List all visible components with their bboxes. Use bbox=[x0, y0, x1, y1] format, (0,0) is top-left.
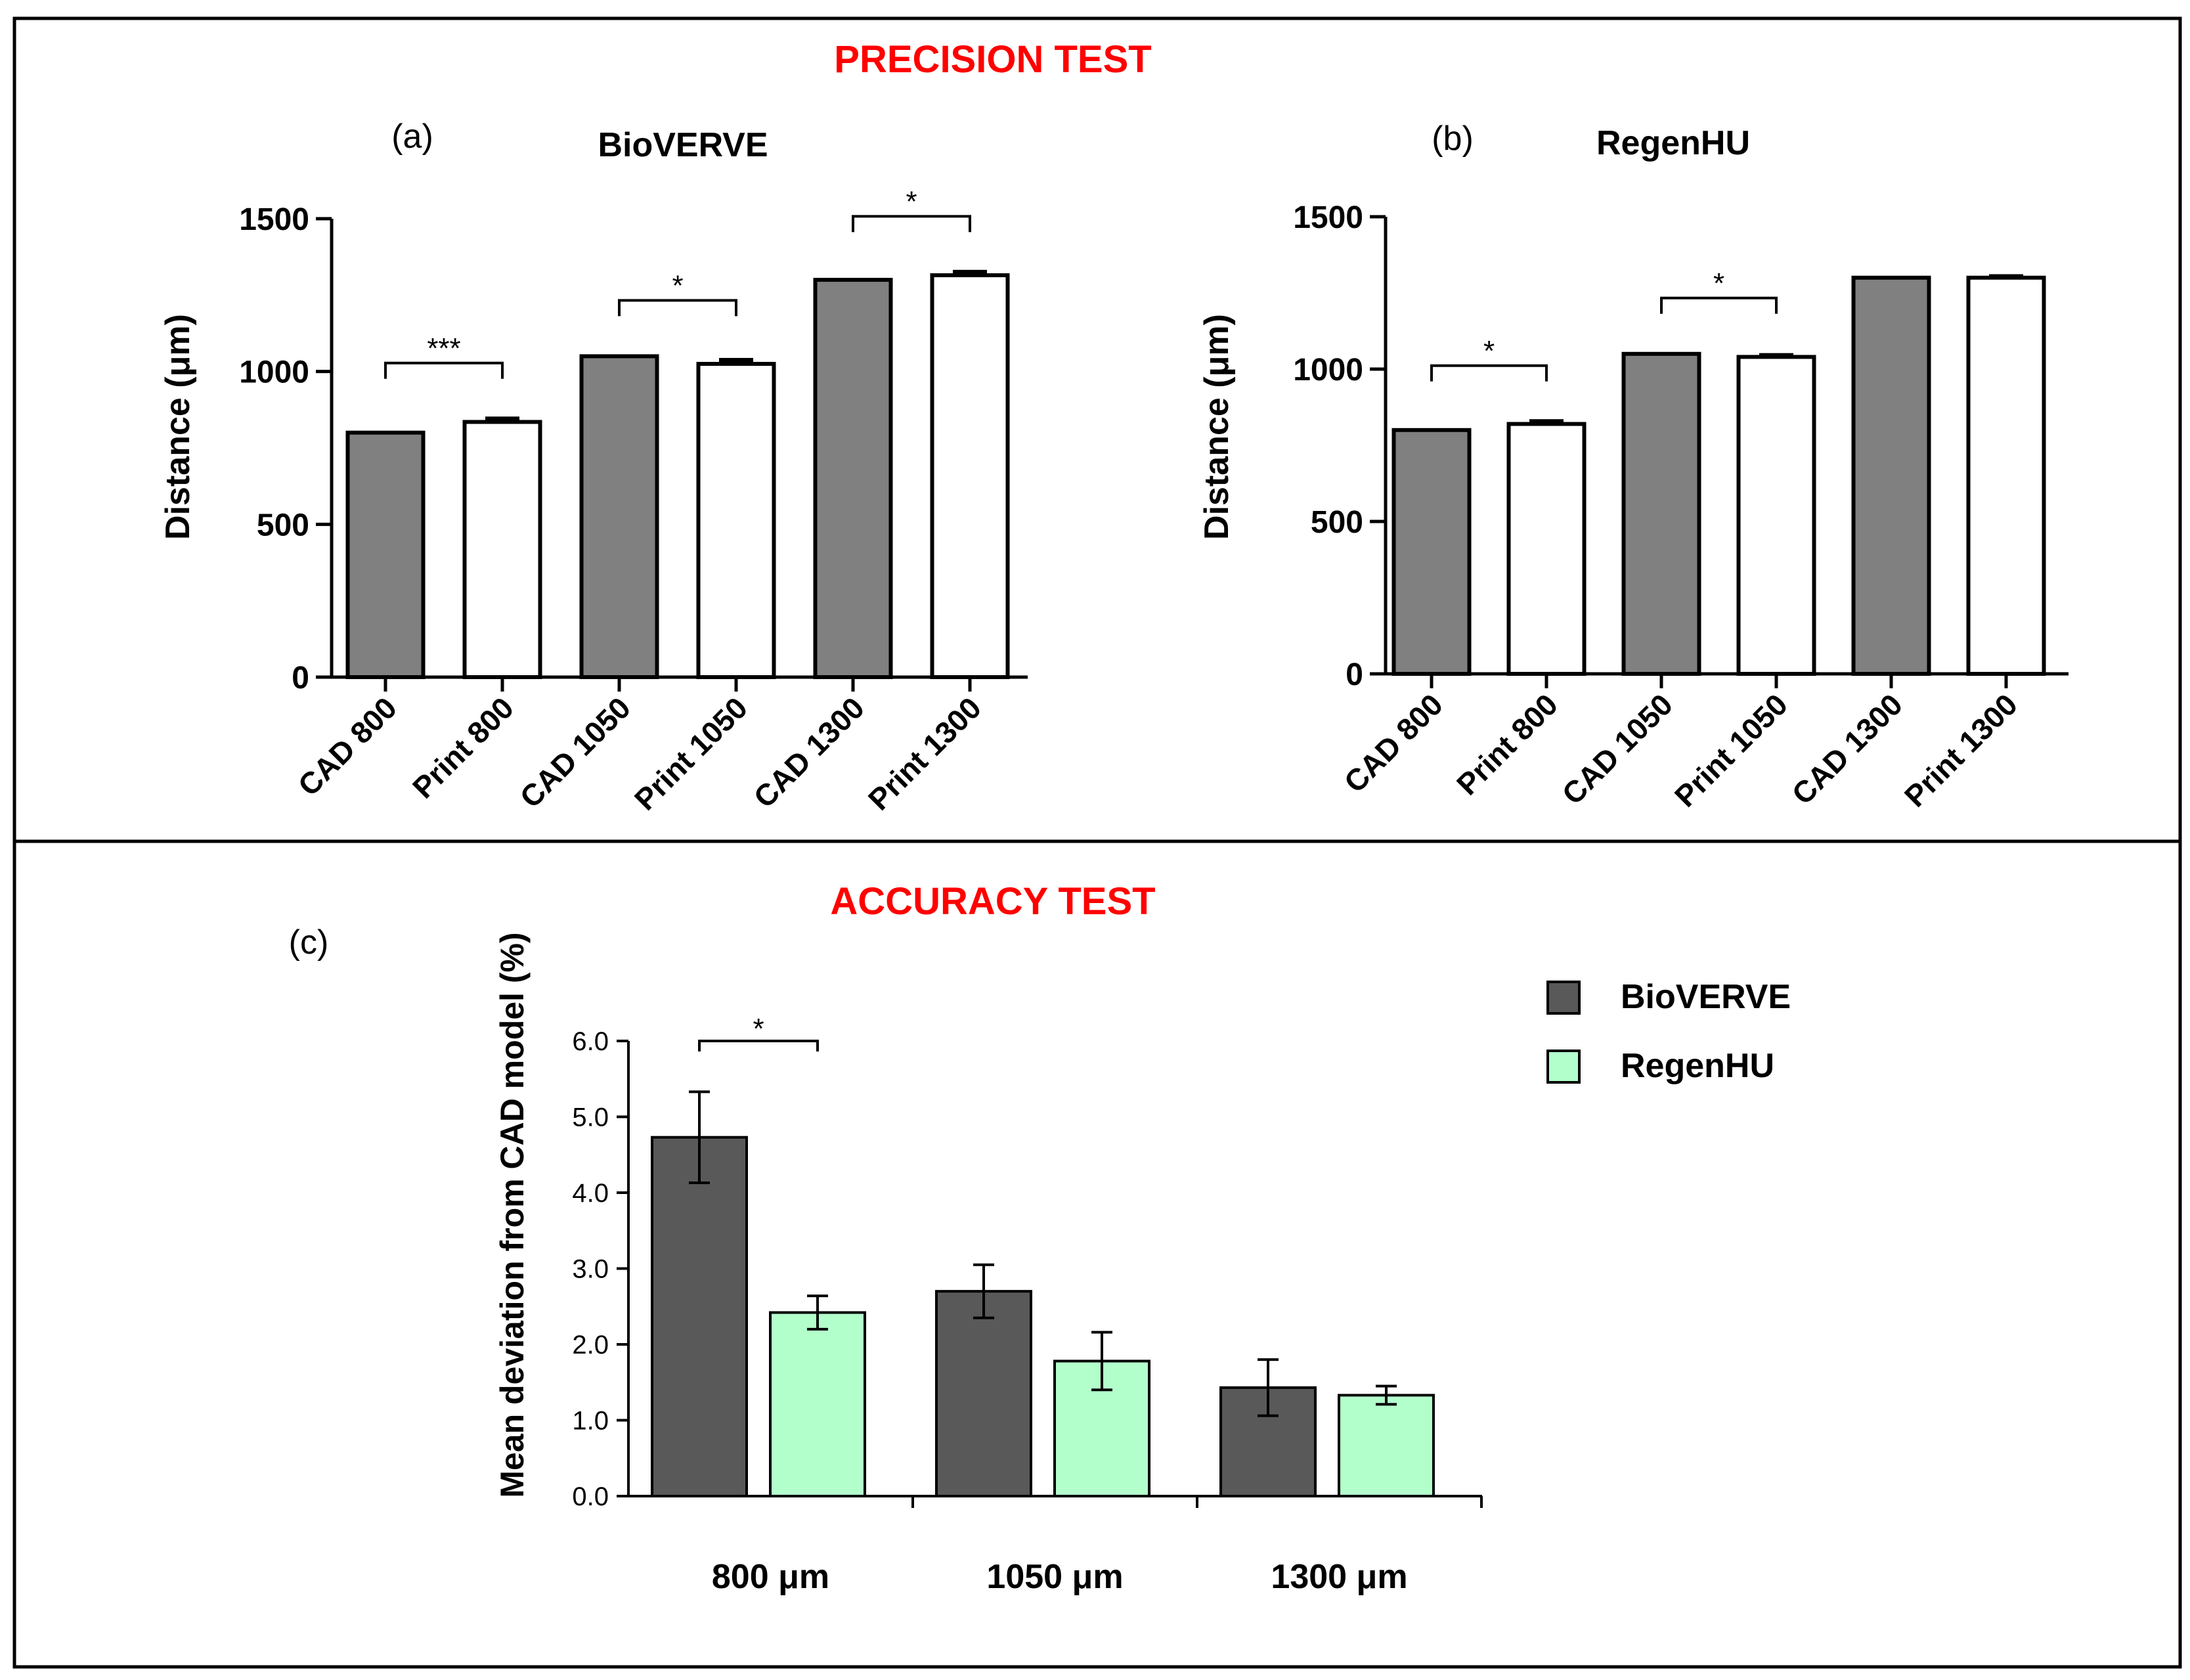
panel-b-significance-bracket bbox=[1660, 296, 1778, 314]
panel-c-category-label: 1300 μm bbox=[1271, 1558, 1407, 1596]
panel-c-bar-bioverve-1 bbox=[651, 1136, 748, 1498]
panel-b-title: RegenHU bbox=[1596, 124, 1750, 162]
panel-b-bar-6 bbox=[1966, 275, 2046, 676]
panel-b-bar-5 bbox=[1851, 275, 1931, 676]
panel-c-bar-bioverve-2 bbox=[935, 1290, 1032, 1498]
panel-c-legend-label: BioVERVE bbox=[1621, 978, 1791, 1016]
panel-b-label: (b) bbox=[1432, 120, 1474, 158]
panel-b-y-tick-label: 0 bbox=[1346, 657, 1363, 692]
panel-b-bar-3 bbox=[1621, 351, 1701, 676]
panel-a-y-tick-label: 1000 bbox=[239, 355, 309, 390]
panel-a-y-tick-label: 500 bbox=[257, 508, 309, 542]
panel-b-y-tick-label: 500 bbox=[1311, 505, 1363, 540]
panel-c-legend-label: RegenHU bbox=[1621, 1047, 1774, 1085]
panel-b-bar-4 bbox=[1736, 355, 1816, 676]
panel-c-label: (c) bbox=[289, 923, 329, 962]
panel-a-bar-2 bbox=[462, 420, 542, 679]
precision-heading: PRECISION TEST bbox=[834, 38, 1151, 81]
panel-a-y-tick-label: 0 bbox=[292, 661, 309, 696]
panel-c-y-tick-label: 5.0 bbox=[572, 1103, 609, 1132]
panel-a-bar-5 bbox=[813, 278, 893, 680]
panel-a-significance-label: *** bbox=[427, 332, 460, 365]
panel-b-y-tick-label: 1500 bbox=[1293, 200, 1363, 235]
panel-a-significance-label: * bbox=[672, 269, 683, 301]
panel-b-y-tick-label: 1000 bbox=[1293, 353, 1363, 387]
panel-a-bar-1 bbox=[345, 430, 426, 679]
panel-b-significance-label: * bbox=[1483, 335, 1495, 367]
panel-c-category-label: 1050 μm bbox=[986, 1558, 1123, 1596]
panel-c-bar-regenhu-3 bbox=[1338, 1394, 1435, 1498]
panel-c-y-axis-label: Mean deviation from CAD model (%) bbox=[494, 932, 531, 1497]
accuracy-heading: ACCURACY TEST bbox=[830, 880, 1155, 923]
panel-c-bar-regenhu-1 bbox=[769, 1311, 866, 1497]
panel-b-significance-bracket bbox=[1430, 364, 1548, 382]
panel-b-bar-2 bbox=[1506, 422, 1587, 676]
panel-c-significance-label: * bbox=[753, 1013, 764, 1045]
panel-a-label: (a) bbox=[391, 118, 433, 156]
panel-b-significance-label: * bbox=[1713, 267, 1724, 299]
panel-a-significance-bracket bbox=[618, 299, 737, 317]
panel-a-title: BioVERVE bbox=[598, 126, 768, 164]
panel-c-legend-swatch-regenhu bbox=[1546, 1050, 1581, 1084]
panel-a-significance-label: * bbox=[906, 185, 917, 217]
panel-a-bar-6 bbox=[930, 273, 1010, 679]
panel-a-bar-4 bbox=[696, 362, 776, 679]
panel-c-chart: (c) 0.0 1.0 2.0 3.0 4.0 5.0 6.0 Mean deviation … bbox=[289, 923, 1791, 1596]
panel-a-bar-3 bbox=[579, 354, 659, 680]
panel-c-significance-bracket bbox=[698, 1040, 819, 1051]
panel-c-category-label: 800 μm bbox=[712, 1558, 829, 1596]
panel-b-y-axis-label: Distance (μm) bbox=[1198, 314, 1236, 540]
panel-a-significance-bracket bbox=[384, 361, 504, 379]
panel-c-legend-swatch-bioverve bbox=[1546, 981, 1581, 1015]
panel-c-y-tick-label: 1.0 bbox=[572, 1407, 609, 1436]
panel-c-y-tick-label: 2.0 bbox=[572, 1331, 609, 1359]
panel-a-significance-bracket bbox=[852, 215, 971, 232]
panel-c-y-tick-label: 0.0 bbox=[572, 1482, 609, 1511]
panel-a-y-axis-label: Distance (μm) bbox=[159, 314, 197, 540]
panel-c-y-tick-label: 4.0 bbox=[572, 1179, 609, 1208]
panel-b-bar-1 bbox=[1391, 428, 1472, 676]
panel-c-y-tick-label: 3.0 bbox=[572, 1255, 609, 1284]
panel-c-y-tick-label: 6.0 bbox=[572, 1027, 609, 1056]
accuracy-frame bbox=[12, 839, 2182, 1669]
panel-a-y-tick-label: 1500 bbox=[239, 202, 309, 237]
